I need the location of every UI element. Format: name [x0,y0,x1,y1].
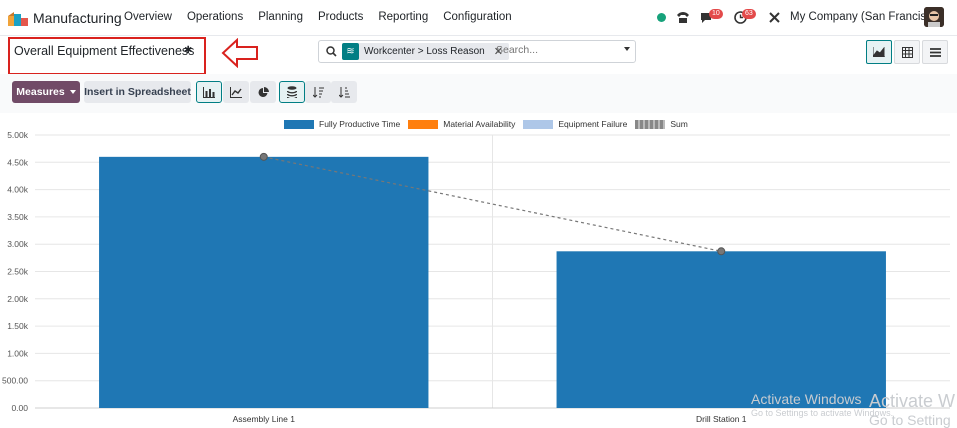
list-view-button[interactable] [922,40,948,64]
tools-icon[interactable] [768,11,781,24]
bar-chart-button[interactable] [196,81,222,103]
windows-watermark-line1: Activate Windows [751,391,862,407]
y-tick-label: 1.50k [7,321,29,331]
windows-watermark-line2: Go to Settings to activate Windows. [751,408,894,418]
layers-icon: ≋ [342,43,359,60]
legend-label: Equipment Failure [558,119,628,129]
menu-overview[interactable]: Overview [124,11,172,23]
legend-swatch [408,119,439,129]
status-online-icon [657,13,666,22]
search-facet[interactable]: ≋ Workcenter > Loss Reason ✕ [342,43,509,60]
x-tick-label: Drill Station 1 [696,414,747,424]
menu-planning[interactable]: Planning [258,11,303,23]
sort-ascending-button[interactable] [331,81,357,103]
search-options-toggle-icon[interactable] [624,47,630,51]
arrow-left-annotation-icon [221,38,258,68]
phone-icon[interactable] [676,11,690,24]
x-tick-label: Assembly Line 1 [233,414,296,424]
pie-chart-icon [258,86,269,97]
graph-view-button[interactable] [866,40,892,64]
bar [556,251,886,408]
stacked-button[interactable] [279,81,305,103]
sort-descending-icon [312,86,324,98]
y-tick-label: 2.00k [7,294,29,304]
y-tick-label: 1.00k [7,348,29,358]
windows-watermark-line2-b: Go to Setting [869,412,951,428]
activities-badge: 63 [742,9,756,19]
pivot-view-icon [901,46,913,58]
avatar-image [924,7,944,27]
y-tick-label: 3.00k [7,239,29,249]
legend-swatch [284,119,314,129]
sort-ascending-icon [338,86,350,98]
menu-configuration[interactable]: Configuration [443,11,512,23]
bar-chart-icon [203,86,215,98]
facet-label: Workcenter > Loss Reason [364,46,485,57]
chevron-down-icon [69,90,76,94]
search-icon[interactable] [326,46,337,57]
stacked-icon [287,86,297,98]
search-input[interactable] [496,44,614,56]
insert-spreadsheet-button[interactable]: Insert in Spreadsheet [84,81,191,103]
pivot-view-button[interactable] [894,40,920,64]
sort-descending-button[interactable] [305,81,331,103]
top-navbar [0,0,957,36]
gear-icon[interactable]: ✱ [184,45,193,56]
pie-chart-button[interactable] [250,81,276,103]
y-tick-label: 5.00k [7,130,29,140]
view-switcher [866,40,950,64]
page-title: Overall Equipment Effectiveness [14,44,195,58]
legend-item[interactable]: Equipment Failure [523,119,627,129]
y-tick-label: 4.50k [7,157,29,167]
measures-button[interactable]: Measures [12,81,80,103]
windows-watermark-line1-b: Activate W [869,391,956,411]
messages-badge: 10 [709,9,723,19]
legend-label: Fully Productive Time [319,119,401,129]
main-menu: Overview Operations Planning Products Re… [124,11,527,23]
chat-icon[interactable] [700,11,714,24]
app-name[interactable]: Manufacturing [33,10,122,26]
legend-item[interactable]: Material Availability [408,119,515,129]
legend-label: Sum [670,119,688,129]
legend-label: Material Availability [443,119,516,129]
menu-reporting[interactable]: Reporting [378,11,429,23]
graph-view-icon [873,47,885,57]
sum-point [717,247,726,256]
menu-products[interactable]: Products [317,11,364,23]
legend-swatch [523,119,554,129]
user-avatar[interactable] [924,7,944,27]
chart-legend: Fully Productive Time Material Availabil… [284,119,696,129]
y-tick-label: 0.00 [11,403,28,413]
line-chart-button[interactable] [223,81,249,103]
line-chart-icon [230,86,242,98]
bar [99,156,429,408]
company-switcher[interactable]: My Company (San Francisco) [790,11,943,23]
y-tick-label: 3.50k [7,212,29,222]
y-tick-label: 500.00 [2,376,28,386]
bar-chart: 0.00 500.00 1.00k 1.50k 2.00k 2.50k 3.00k 3.50k… [2,130,950,424]
legend-item[interactable]: Sum [635,119,688,129]
y-tick-label: 2.50k [7,267,29,277]
manufacturing-app-icon[interactable] [8,11,28,26]
sum-point [259,152,268,161]
menu-operations[interactable]: Operations [186,11,244,23]
measures-label: Measures [16,86,65,98]
legend-swatch [635,119,666,129]
y-tick-label: 4.00k [7,185,29,195]
list-view-icon [929,47,941,57]
legend-item[interactable]: Fully Productive Time [284,119,400,129]
